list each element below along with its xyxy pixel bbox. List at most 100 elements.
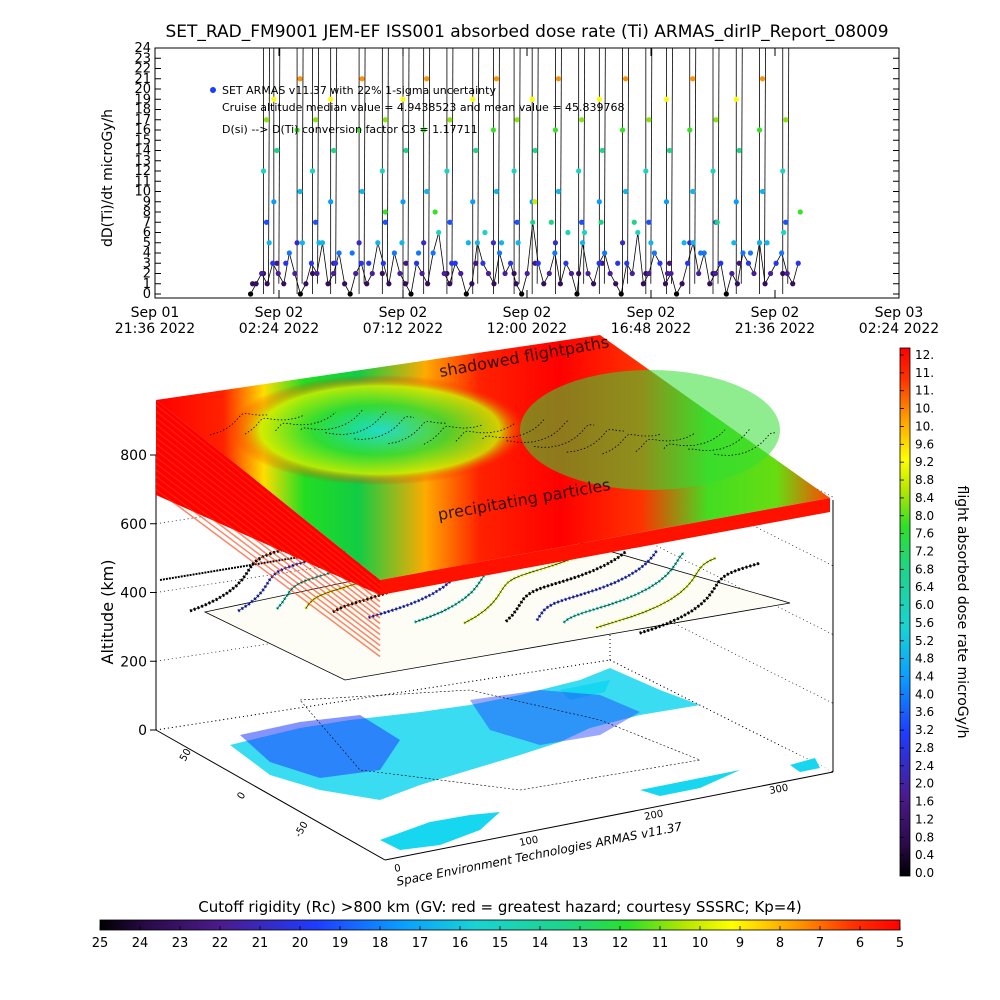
map-x-tick-label: 0 <box>393 863 401 875</box>
colorbar-tick-label: 11. <box>915 366 934 380</box>
colorbar-tick-label: 0.8 <box>915 830 934 844</box>
spike-point <box>646 117 652 123</box>
spike-point <box>424 188 430 195</box>
rigidity-tick-label: 8 <box>776 936 784 951</box>
altitude-axis-label: Altitude (km) <box>98 560 117 665</box>
data-point <box>515 240 521 246</box>
y-tick-label: 6 <box>143 226 151 241</box>
data-point <box>303 281 309 287</box>
southern-coast <box>640 770 740 796</box>
spike-return-line <box>335 47 338 284</box>
data-point <box>498 240 505 246</box>
colorbar-tick-label: 5.6 <box>915 616 934 630</box>
spike-point <box>783 117 789 123</box>
data-point <box>532 199 538 205</box>
y-tick-label: 8 <box>143 205 151 220</box>
spike-point <box>756 127 763 133</box>
spike-point <box>663 199 670 205</box>
slab-stripe <box>155 456 381 630</box>
data-point <box>447 281 453 287</box>
spike-point <box>713 117 719 123</box>
x-tick-label-date: Sep 02 <box>751 305 800 321</box>
rigidity-tick-label: 14 <box>532 936 549 951</box>
spike-point <box>312 219 319 225</box>
data-point <box>413 260 420 266</box>
data-point <box>319 240 326 246</box>
data-point <box>598 219 604 225</box>
rigidity-tick-label: 21 <box>252 936 269 951</box>
data-point <box>375 240 381 246</box>
spike-point <box>271 199 277 205</box>
data-point <box>458 270 464 277</box>
data-point <box>546 270 552 277</box>
data-point <box>773 260 779 266</box>
spike-return-line <box>627 47 629 284</box>
antarctic-coast <box>380 812 500 850</box>
data-point <box>366 260 372 266</box>
data-point <box>299 240 305 246</box>
map-y-tick-label: -50 <box>293 820 311 840</box>
data-point <box>618 291 624 297</box>
spike-point <box>736 147 742 154</box>
spike-point <box>271 96 277 102</box>
data-point <box>266 240 272 246</box>
rigidity-tick-label: 12 <box>612 936 629 951</box>
z-tick-label: 600 <box>120 517 147 533</box>
rigidity-tick-label: 7 <box>816 936 824 951</box>
data-point <box>247 291 254 297</box>
data-point <box>541 281 547 287</box>
y-tick-label: 17 <box>134 113 151 128</box>
data-point <box>668 270 674 277</box>
x-tick-label-time: 07:12 2022 <box>363 321 443 337</box>
colorbar-tick-label: 0.0 <box>915 866 934 880</box>
y-tick-label: 13 <box>134 154 151 169</box>
spike-return-line <box>694 47 697 284</box>
data-point <box>283 260 289 266</box>
data-point <box>430 250 436 256</box>
data-point <box>565 229 571 236</box>
data-point <box>579 240 586 246</box>
data-point <box>463 291 469 297</box>
spike-point <box>424 76 430 82</box>
spike-point <box>297 76 303 82</box>
data-point <box>482 229 488 236</box>
y-tick-label: 12 <box>134 164 151 179</box>
data-point <box>270 260 276 266</box>
spike-point <box>619 127 626 133</box>
colorbar-tick-label: 4.4 <box>915 670 934 684</box>
y-tick-label: 0 <box>143 287 151 302</box>
slab-stripe <box>155 449 381 625</box>
rigidity-tick-label: 13 <box>572 936 589 951</box>
data-point <box>292 270 298 277</box>
spike-return-line <box>278 47 281 284</box>
annotation-2: Cruise altitude median value = 4.9438523… <box>222 101 625 114</box>
spike-point <box>382 219 388 225</box>
east-island <box>790 758 820 772</box>
slab-path-trace <box>300 409 363 431</box>
slab-stripe <box>155 482 381 652</box>
slab-stripe <box>155 410 381 592</box>
spike-return-line <box>428 47 431 284</box>
map-x-tick-label: 200 <box>643 809 664 823</box>
spike-point <box>493 188 500 195</box>
spike-point <box>447 117 453 123</box>
rigidity-tick-label: 9 <box>736 936 744 951</box>
slab-stripe <box>155 430 381 608</box>
dose-rate-colorbar: 12. 11. 11. 10. 10. 9.6 9.2 8.8 8.4 8.0 7.6 7.2 6.8 6… <box>899 347 970 880</box>
rigidity-tick-label: 22 <box>212 936 229 951</box>
data-point <box>729 270 735 277</box>
data-point <box>585 270 591 277</box>
americas-landmass <box>240 715 400 778</box>
data-point <box>707 281 713 287</box>
colorbar-ramp <box>899 347 911 877</box>
spike-point <box>759 188 766 195</box>
rigidity-tick-label: 11 <box>652 936 669 951</box>
x-tick-label-time: 02:24 2022 <box>239 321 319 337</box>
map-x-tick-label: 300 <box>768 783 789 797</box>
spike-point <box>687 127 693 133</box>
colorbar-label: flight absorbed dose rate microGy/h <box>954 486 970 739</box>
spike-point <box>379 168 385 174</box>
spike-point <box>328 96 334 102</box>
